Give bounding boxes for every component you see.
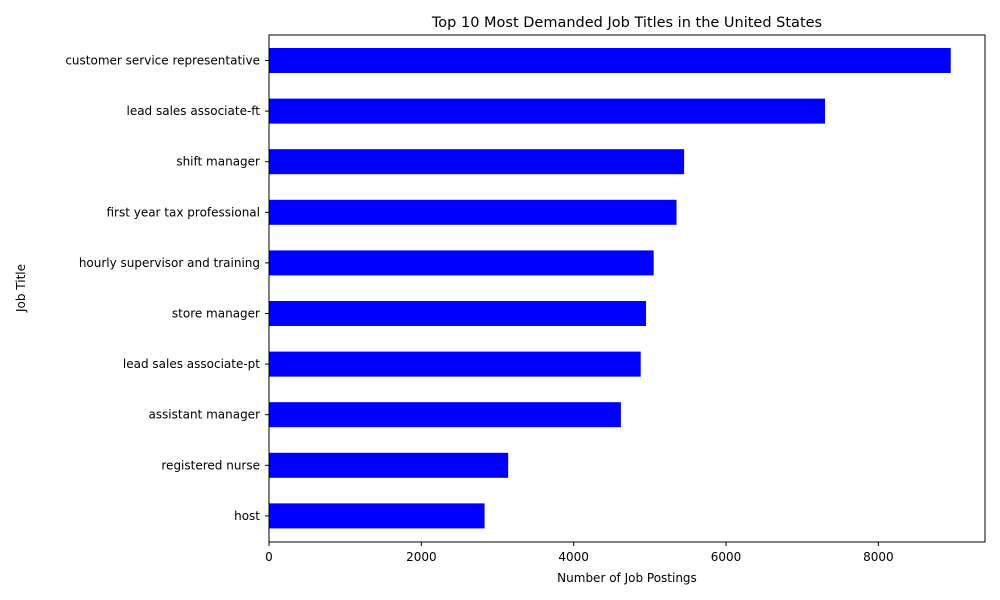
y-axis-label: Job Title bbox=[14, 264, 28, 313]
y-tick-label: customer service representative bbox=[65, 54, 260, 68]
bar bbox=[269, 48, 951, 73]
plot-frame bbox=[268, 34, 986, 543]
bar bbox=[269, 199, 677, 225]
bar bbox=[269, 98, 826, 124]
bars bbox=[269, 48, 951, 529]
y-tick-labels: customer service representative lead sale… bbox=[65, 54, 269, 523]
x-tick-label: 2000 bbox=[406, 550, 437, 564]
y-tick-label: lead sales associate-ft bbox=[126, 104, 260, 118]
y-tick-label: assistant manager bbox=[148, 408, 260, 422]
x-tick-label: 6000 bbox=[711, 550, 742, 564]
x-tick-label: 8000 bbox=[863, 550, 894, 564]
x-ticks: 0 2000 4000 6000 8000 bbox=[265, 542, 894, 564]
x-tick-label: 4000 bbox=[558, 550, 589, 564]
y-tick-label: store manager bbox=[172, 307, 260, 321]
chart-title: Top 10 Most Demanded Job Titles in the U… bbox=[431, 15, 822, 31]
bar bbox=[269, 351, 641, 377]
bar bbox=[269, 402, 621, 428]
y-tick-label: hourly supervisor and training bbox=[79, 256, 260, 270]
bar bbox=[269, 149, 685, 175]
x-tick-label: 0 bbox=[265, 550, 273, 564]
bar bbox=[269, 301, 647, 326]
y-tick-label: first year tax professional bbox=[106, 205, 260, 219]
y-tick-label: shift manager bbox=[176, 155, 260, 169]
bar bbox=[269, 503, 485, 529]
y-tick-label: host bbox=[234, 509, 260, 523]
bar bbox=[269, 452, 509, 478]
y-tick-label: registered nurse bbox=[161, 458, 260, 472]
bar bbox=[269, 250, 654, 276]
x-axis-label: Number of Job Postings bbox=[557, 571, 697, 585]
y-tick-label: lead sales associate-pt bbox=[123, 357, 260, 371]
